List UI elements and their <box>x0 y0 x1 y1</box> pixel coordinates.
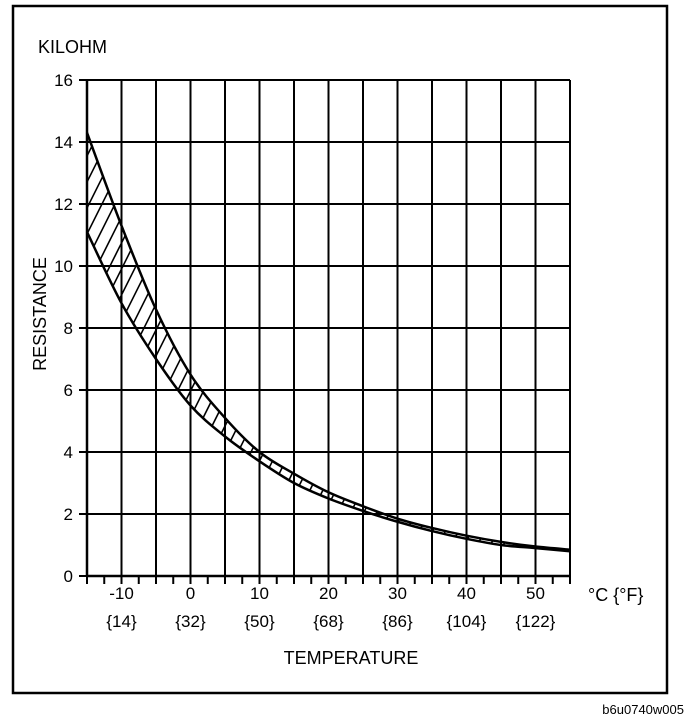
hatch-line <box>240 132 542 552</box>
hatch-line <box>87 132 373 552</box>
y-tick-label: 12 <box>54 195 73 214</box>
hatch-line <box>305 132 570 552</box>
hatch-line <box>123 132 425 552</box>
hatch-line <box>565 132 570 552</box>
hatch-line <box>87 132 347 552</box>
figure-frame <box>11 4 669 695</box>
hatch-line <box>370 132 570 552</box>
hatch-line <box>87 132 178 552</box>
x-tick-label-fahrenheit: {122} <box>516 612 556 631</box>
hatch-line <box>227 132 529 552</box>
x-tick-label-fahrenheit: {68} <box>313 612 344 631</box>
grid <box>87 80 570 576</box>
hatch-line <box>87 132 165 552</box>
hatch-line <box>579 0 688 576</box>
x-axis-label: TEMPERATURE <box>284 648 419 668</box>
hatch-line <box>87 132 386 552</box>
hatch-line <box>87 132 334 552</box>
y-tick-labels: 0 2 4 6 8 10 12 14 16 <box>54 71 73 586</box>
hatch-line <box>0 0 34 576</box>
x-tick-label-fahrenheit: {32} <box>175 612 206 631</box>
x-tick-label: 20 <box>319 584 338 603</box>
hatch-line <box>657 0 688 576</box>
hatch-line <box>500 132 570 552</box>
hatch-line <box>383 132 570 552</box>
y-axis-label: RESISTANCE <box>30 257 50 371</box>
x-tick-label: 10 <box>250 584 269 603</box>
hatch-line <box>0 0 21 576</box>
y-tick-label: 10 <box>54 257 73 276</box>
x-unit-label: °C {°F} <box>588 585 643 605</box>
y-tick-label: 0 <box>64 567 73 586</box>
hatch-line <box>331 132 570 552</box>
y-tick-label: 6 <box>64 381 73 400</box>
hatch-line <box>87 132 191 552</box>
hatch-line <box>487 132 570 552</box>
y-tick-label: 14 <box>54 133 73 152</box>
hatch-line <box>136 132 438 552</box>
hatched-band <box>0 0 688 576</box>
hatch-line <box>87 132 282 552</box>
y-unit-label: KILOHM <box>38 37 107 57</box>
hatch-line <box>683 0 688 576</box>
y-tick-label: 4 <box>64 443 73 462</box>
hatch-line <box>201 132 503 552</box>
hatch-line <box>422 132 570 552</box>
hatch-line <box>162 132 464 552</box>
x-tick-label-fahrenheit: {50} <box>244 612 275 631</box>
hatch-line <box>87 132 360 552</box>
x-tick-label: 50 <box>526 584 545 603</box>
x-tick-label: 40 <box>457 584 476 603</box>
hatch-line <box>396 132 570 552</box>
hatch-line <box>618 0 688 576</box>
hatch-line <box>97 132 399 552</box>
y-tick-label: 8 <box>64 319 73 338</box>
x-tick-label-fahrenheit: {86} <box>382 612 413 631</box>
x-tick-label: -10 <box>109 584 134 603</box>
x-tick-label: 0 <box>186 584 195 603</box>
x-tick-label: 30 <box>388 584 407 603</box>
hatch-line <box>344 132 570 552</box>
hatch-line <box>513 132 570 552</box>
hatch-line <box>292 132 570 552</box>
hatch-line <box>87 132 152 552</box>
hatch-line <box>526 132 570 552</box>
hatch-line <box>474 132 570 552</box>
x-tick-label-fahrenheit: {14} <box>106 612 137 631</box>
hatch-line <box>461 132 570 552</box>
hatch-line <box>448 132 570 552</box>
hatch-line <box>149 132 451 552</box>
x-tick-label-fahrenheit: {104} <box>447 612 487 631</box>
y-tick-label: 16 <box>54 71 73 90</box>
x-tick-labels: -10 {14} 0 {32} 10 {50} 20 {68} 30 {86} 40 {104} 50 {… <box>106 584 555 631</box>
figure-code: b6u0740w005 <box>602 702 684 717</box>
hatch-line <box>670 0 688 576</box>
hatch-line <box>592 0 688 576</box>
y-tick-label: 2 <box>64 505 73 524</box>
hatch-line <box>605 0 688 576</box>
axes <box>79 79 571 584</box>
hatch-line <box>266 132 568 552</box>
hatch-line <box>435 132 570 552</box>
upper-limit-curve <box>85 132 571 551</box>
hatch-line <box>409 132 570 552</box>
hatch-line <box>253 132 555 552</box>
hatch-line <box>188 132 490 552</box>
hatch-line <box>357 132 570 552</box>
hatch-line <box>0 0 8 576</box>
hatch-lines <box>0 0 688 576</box>
hatch-line <box>631 0 688 576</box>
hatch-line <box>87 132 269 552</box>
lower-limit-curve <box>85 231 571 553</box>
